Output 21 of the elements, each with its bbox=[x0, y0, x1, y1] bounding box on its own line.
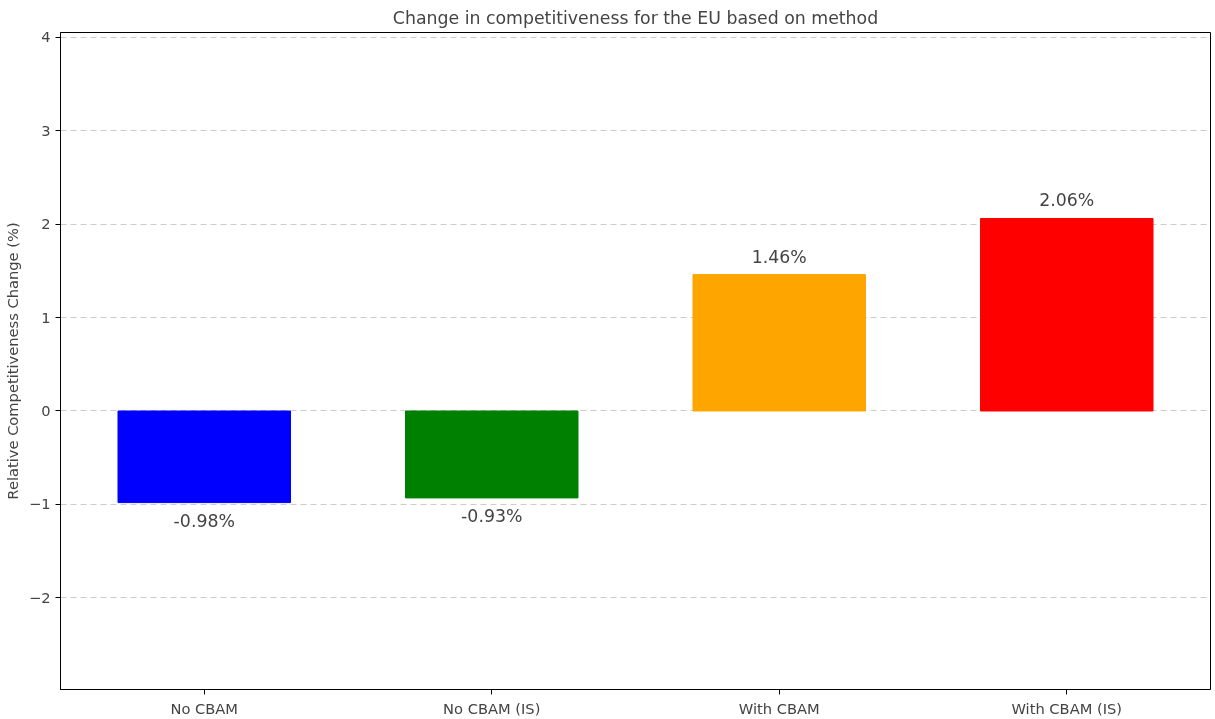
bar bbox=[692, 274, 866, 412]
x-tick-label: With CBAM bbox=[738, 699, 820, 717]
y-tick-label: −1 bbox=[28, 495, 51, 513]
data-label: 2.06% bbox=[1039, 190, 1095, 211]
y-tick-label: 2 bbox=[41, 215, 51, 233]
y-tick-label: 4 bbox=[41, 28, 51, 46]
data-label: 1.46% bbox=[751, 246, 807, 267]
y-axis-title: Relative Competitiveness Change (%) bbox=[3, 222, 21, 500]
x-tick-label: No CBAM bbox=[170, 699, 239, 717]
y-tick-label: 3 bbox=[41, 121, 51, 139]
y-tick-label: 0 bbox=[41, 402, 51, 419]
x-tick-label: No CBAM (IS) bbox=[443, 699, 541, 717]
x-tick-label: With CBAM (IS) bbox=[1011, 699, 1123, 717]
data-label: -0.93% bbox=[461, 505, 523, 526]
y-tick-label: −2 bbox=[28, 588, 51, 606]
bar bbox=[117, 410, 291, 504]
data-label: -0.98% bbox=[173, 510, 235, 531]
bar bbox=[980, 217, 1154, 412]
bar bbox=[405, 410, 579, 499]
chart-title: Change in competitiveness for the EU based on method bbox=[392, 7, 879, 28]
y-tick-label: 1 bbox=[41, 308, 51, 326]
